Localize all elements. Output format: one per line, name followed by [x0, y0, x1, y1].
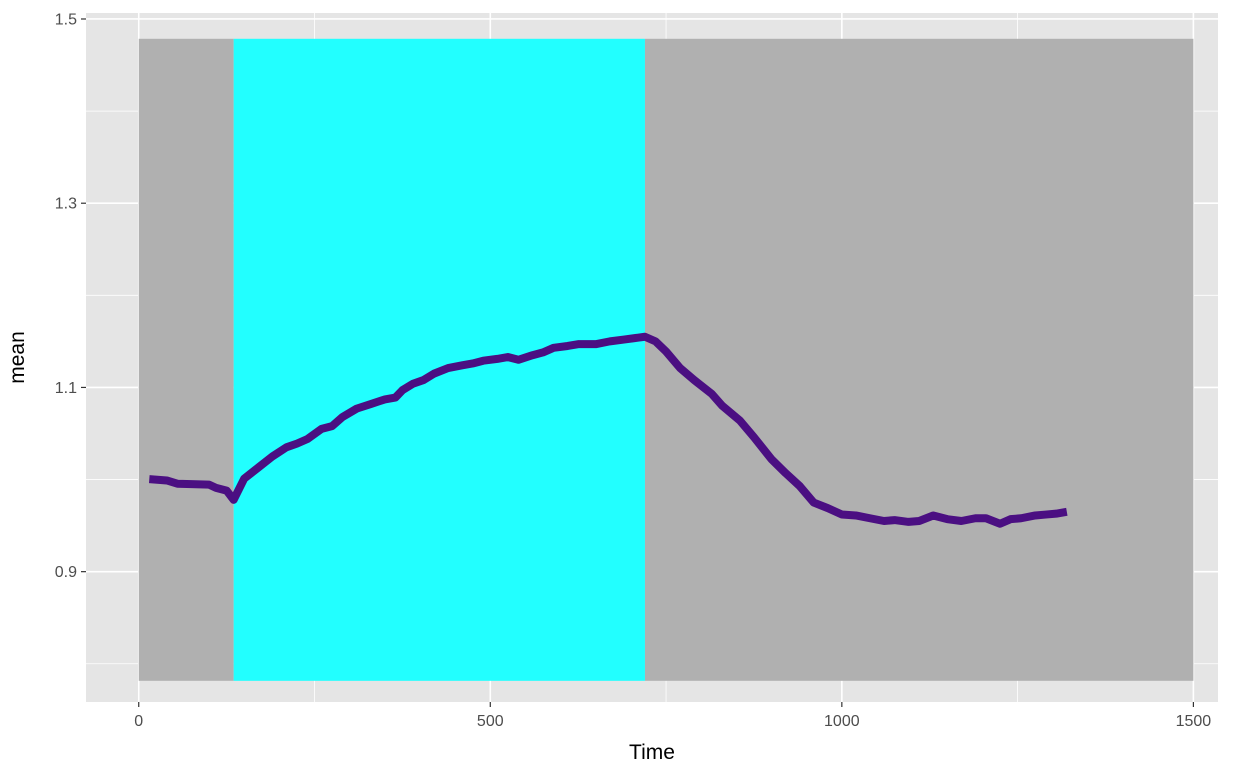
highlight-regions [138, 38, 1194, 681]
x-tick-label: 1500 [1176, 713, 1212, 730]
y-axis-title: mean [6, 331, 29, 384]
highlight-region-3 [644, 38, 1194, 681]
series-lines [148, 332, 1068, 528]
x-tick-label: 0 [134, 713, 143, 730]
x-axis-title: Time [629, 741, 675, 764]
highlight-region-2 [233, 38, 645, 681]
y-tick-label: 1.5 [55, 11, 77, 28]
series-line-1 [148, 332, 1068, 528]
y-tick-label: 1.1 [55, 380, 77, 397]
x-tick-label: 500 [477, 713, 504, 730]
x-tick-label: 1000 [824, 713, 860, 730]
axes: 0 500 1000 1500 0.9 1.1 1.3 1.5 [55, 11, 1212, 730]
y-tick-label: 0.9 [55, 564, 77, 581]
y-tick-label: 1.3 [55, 196, 77, 213]
highlight-region-1 [138, 38, 234, 681]
